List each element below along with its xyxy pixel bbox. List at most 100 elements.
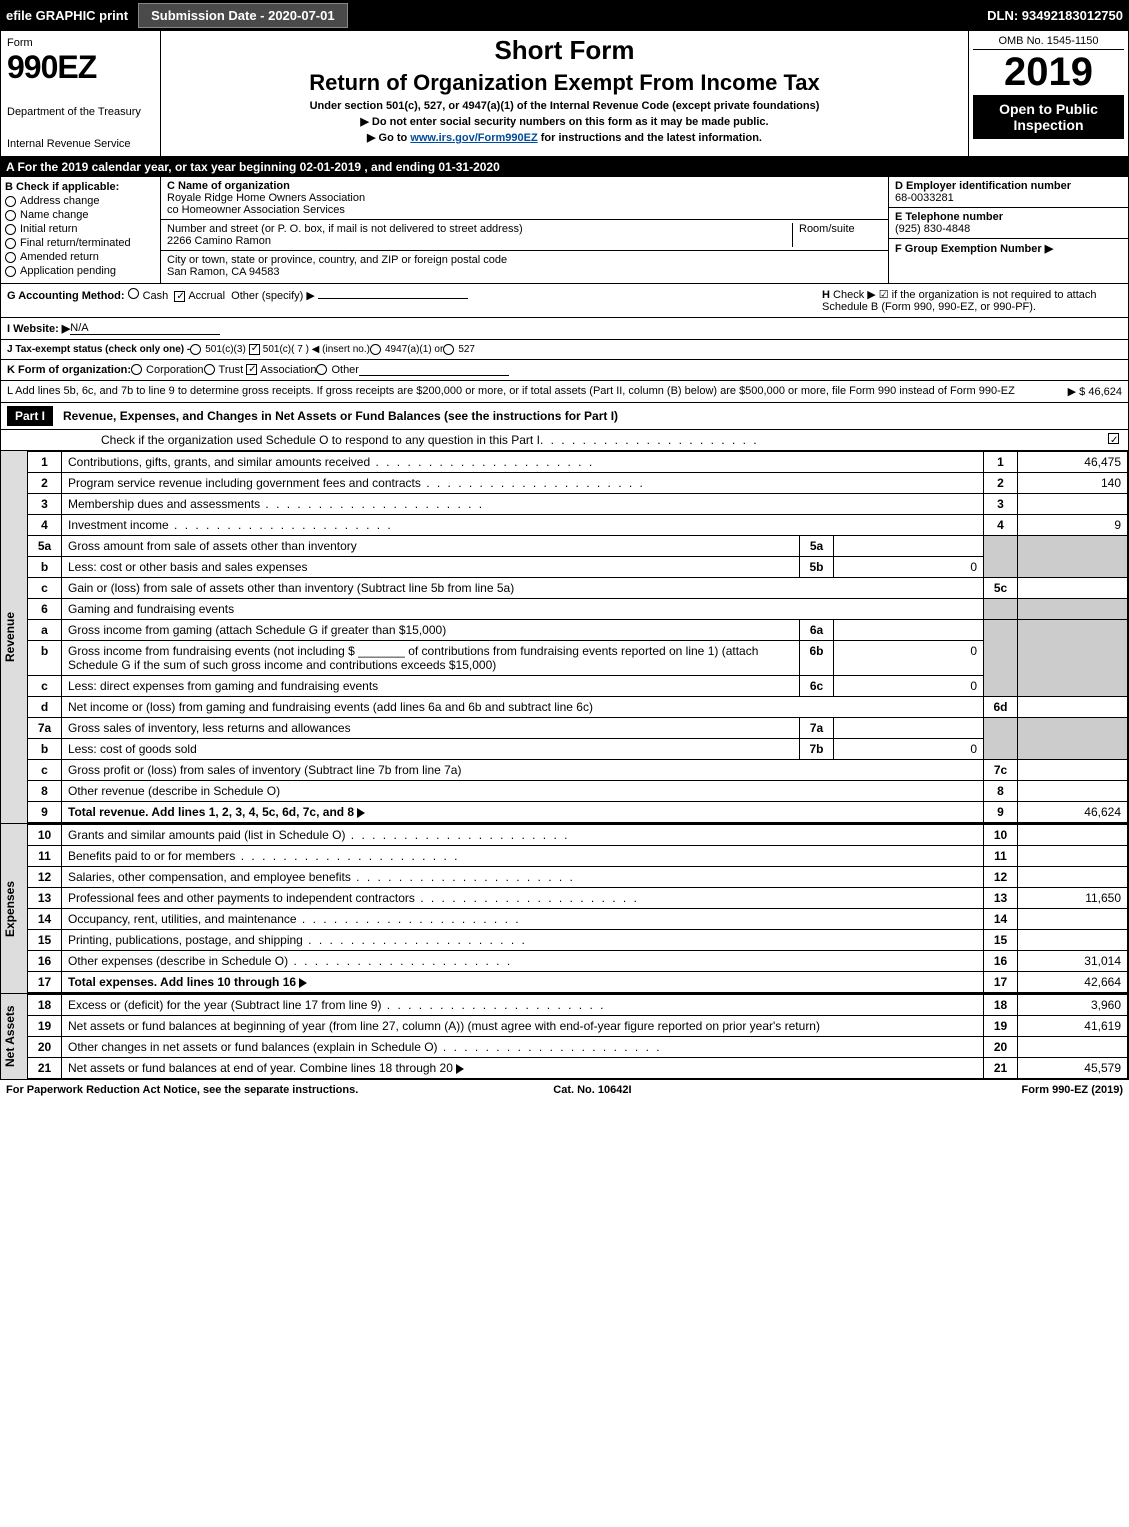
dots-icon bbox=[260, 497, 484, 511]
desc-10: Grants and similar amounts paid (list in… bbox=[68, 828, 345, 842]
row-8: 8Other revenue (describe in Schedule O)8 bbox=[28, 781, 1128, 802]
amt-10 bbox=[1018, 825, 1128, 846]
chk-501c3[interactable] bbox=[190, 344, 201, 355]
amt-15 bbox=[1018, 930, 1128, 951]
header-left: Form 990EZ Department of the Treasury In… bbox=[1, 31, 161, 156]
opt-501c3: 501(c)(3) bbox=[205, 344, 246, 355]
ln-6d: d bbox=[28, 697, 62, 718]
amt-13: 11,650 bbox=[1018, 888, 1128, 909]
room-suite-label: Room/suite bbox=[792, 223, 882, 247]
sub-5b: 5b bbox=[800, 557, 834, 578]
shade-cell bbox=[984, 718, 1018, 760]
netassets-side-label: Net Assets bbox=[1, 994, 27, 1079]
amt-4: 9 bbox=[1018, 515, 1128, 536]
expenses-side-label: Expenses bbox=[1, 824, 27, 993]
chk-address-change[interactable] bbox=[5, 196, 16, 207]
desc-1: Contributions, gifts, grants, and simila… bbox=[68, 455, 370, 469]
dots-icon bbox=[351, 870, 575, 884]
irs-link[interactable]: www.irs.gov/Form990EZ bbox=[410, 132, 537, 144]
desc-7a: Gross sales of inventory, less returns a… bbox=[68, 721, 351, 735]
shade-cell bbox=[1018, 536, 1128, 578]
chk-label-0: Address change bbox=[20, 195, 100, 207]
num-7c: 7c bbox=[984, 760, 1018, 781]
desc-17: Total expenses. Add lines 10 through 16 bbox=[68, 975, 296, 989]
dots-icon bbox=[540, 433, 759, 447]
chk-accrual[interactable] bbox=[174, 291, 185, 302]
line-g-label: G Accounting Method: bbox=[7, 290, 125, 302]
chk-association[interactable] bbox=[246, 364, 257, 375]
line-k: K Form of organization: Corporation Trus… bbox=[0, 360, 1129, 381]
box-e-label: E Telephone number bbox=[895, 211, 1122, 223]
chk-trust[interactable] bbox=[204, 364, 215, 375]
ln-13: 13 bbox=[28, 888, 62, 909]
amt-6d bbox=[1018, 697, 1128, 718]
desc-14: Occupancy, rent, utilities, and maintena… bbox=[68, 912, 297, 926]
num-17: 17 bbox=[984, 972, 1018, 993]
footer-left: For Paperwork Reduction Act Notice, see … bbox=[6, 1084, 358, 1096]
subval-6a bbox=[834, 620, 984, 641]
row-3: 3Membership dues and assessments3 bbox=[28, 494, 1128, 515]
num-5c: 5c bbox=[984, 578, 1018, 599]
shade-cell bbox=[984, 536, 1018, 578]
ln-5b: b bbox=[28, 557, 62, 578]
chk-amended-return[interactable] bbox=[5, 252, 16, 263]
num-10: 10 bbox=[984, 825, 1018, 846]
chk-schedule-o[interactable] bbox=[1108, 433, 1119, 444]
chk-initial-return[interactable] bbox=[5, 224, 16, 235]
other-org-input[interactable] bbox=[359, 364, 509, 376]
desc-7b: Less: cost of goods sold bbox=[68, 742, 197, 756]
dots-icon bbox=[438, 1040, 662, 1054]
row-19: 19Net assets or fund balances at beginni… bbox=[28, 1016, 1128, 1037]
amt-1: 46,475 bbox=[1018, 452, 1128, 473]
ln-14: 14 bbox=[28, 909, 62, 930]
chk-cash[interactable] bbox=[128, 288, 139, 299]
row-10: 10 Grants and similar amounts paid (list … bbox=[28, 825, 1128, 846]
ln-4: 4 bbox=[28, 515, 62, 536]
opt-corp: Corporation bbox=[146, 364, 203, 376]
chk-name-change[interactable] bbox=[5, 210, 16, 221]
desc-9: Total revenue. Add lines 1, 2, 3, 4, 5c,… bbox=[68, 805, 354, 819]
other-specify-input[interactable] bbox=[318, 298, 468, 299]
line-l-text: L Add lines 5b, 6c, and 7b to line 9 to … bbox=[7, 385, 1015, 398]
row-2: 2Program service revenue including gover… bbox=[28, 473, 1128, 494]
irs-label: Internal Revenue Service bbox=[7, 138, 154, 150]
desc-6c: Less: direct expenses from gaming and fu… bbox=[68, 679, 378, 693]
revenue-section: Revenue 1Contributions, gifts, grants, a… bbox=[0, 451, 1129, 824]
line-i-label: I Website: ▶ bbox=[7, 322, 70, 335]
ln-5c: c bbox=[28, 578, 62, 599]
expenses-section: Expenses 10 Grants and similar amounts pa… bbox=[0, 824, 1129, 994]
line-j-label: J Tax-exempt status (check only one) - bbox=[7, 344, 190, 355]
row-11: 11Benefits paid to or for members11 bbox=[28, 846, 1128, 867]
chk-527[interactable] bbox=[443, 344, 454, 355]
ln-16: 16 bbox=[28, 951, 62, 972]
desc-7c: Gross profit or (loss) from sales of inv… bbox=[68, 763, 461, 777]
chk-501c[interactable] bbox=[249, 344, 260, 355]
chk-label-2: Initial return bbox=[20, 223, 77, 235]
desc-21: Net assets or fund balances at end of ye… bbox=[68, 1061, 453, 1075]
line-l-amount: ▶ $ 46,624 bbox=[1068, 385, 1122, 398]
line-h-text: Check ▶ ☑ if the organization is not req… bbox=[822, 289, 1097, 313]
chk-label-1: Name change bbox=[20, 209, 89, 221]
sub-6b: 6b bbox=[800, 641, 834, 676]
sub-6a: 6a bbox=[800, 620, 834, 641]
org-name-2: co Homeowner Association Services bbox=[167, 204, 882, 216]
efile-label[interactable]: efile GRAPHIC print bbox=[6, 8, 128, 23]
chk-application-pending[interactable] bbox=[5, 266, 16, 277]
dots-icon bbox=[421, 476, 645, 490]
chk-label-4: Amended return bbox=[20, 251, 99, 263]
num-12: 12 bbox=[984, 867, 1018, 888]
subval-6c: 0 bbox=[834, 676, 984, 697]
amt-17: 42,664 bbox=[1018, 972, 1128, 993]
num-14: 14 bbox=[984, 909, 1018, 930]
chk-label-3: Final return/terminated bbox=[20, 237, 131, 249]
num-4: 4 bbox=[984, 515, 1018, 536]
chk-other-org[interactable] bbox=[316, 364, 327, 375]
num-1: 1 bbox=[984, 452, 1018, 473]
chk-corporation[interactable] bbox=[131, 364, 142, 375]
accrual-label: Accrual bbox=[188, 290, 225, 302]
amt-12 bbox=[1018, 867, 1128, 888]
chk-final-return[interactable] bbox=[5, 238, 16, 249]
ln-7c: c bbox=[28, 760, 62, 781]
chk-4947[interactable] bbox=[370, 344, 381, 355]
opt-501c: 501(c)( 7 ) ◀ (insert no.) bbox=[263, 344, 370, 355]
